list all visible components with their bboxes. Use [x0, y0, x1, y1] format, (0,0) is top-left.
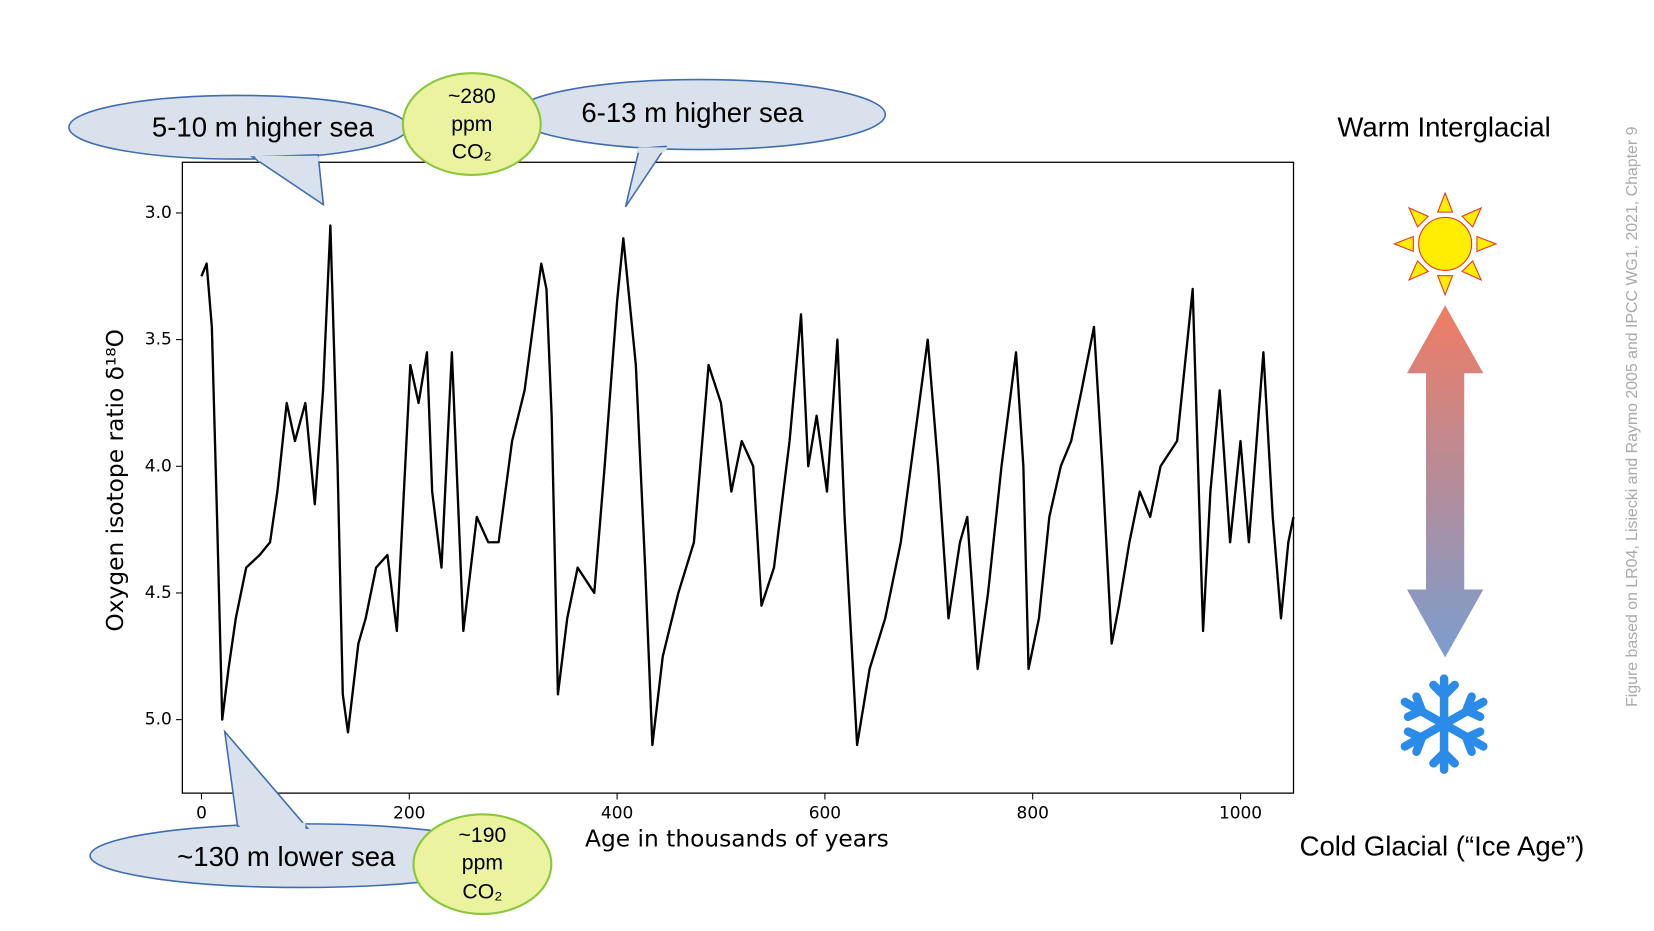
bubble-tail: [624, 145, 668, 208]
x-tick-label: 600: [809, 802, 841, 822]
snowflake-icon: [1400, 674, 1488, 775]
x-tick-label: 0: [196, 802, 207, 822]
y-axis-label: Oxygen isotope ratio δ¹⁸O: [102, 329, 129, 632]
y-tick-label: 3.5: [145, 329, 172, 349]
isotope-line: [200, 224, 1295, 747]
temperature-arrow: [1406, 305, 1484, 658]
warm-label: Warm Interglacial: [1337, 112, 1550, 143]
plot-frame: [181, 161, 1295, 794]
y-tick-label: 3.0: [145, 202, 172, 222]
bubble-tail: [223, 729, 310, 829]
y-tick-label: 5.0: [145, 709, 172, 729]
bubble-text: 6-13 m higher sea: [581, 97, 804, 128]
bubble-text: 5-10 m higher sea: [152, 112, 375, 143]
co2-text: ppm: [451, 113, 492, 136]
x-tick-label: 200: [393, 802, 425, 822]
co2-text: CO₂: [452, 140, 492, 163]
sun-icon: [1392, 191, 1498, 297]
x-tick-label: 1000: [1219, 802, 1262, 822]
co2-text: CO₂: [462, 880, 502, 903]
x-tick-label: 400: [601, 802, 633, 822]
tail-covers: [239, 147, 668, 830]
bubbles: [68, 78, 887, 889]
y-tick-label: 4.0: [145, 455, 172, 475]
bubble-tail: [249, 154, 325, 207]
plot-area: 0 200 400 600 800 1000 3.0 3.5 4.0 4.5 5.0: [145, 202, 1295, 822]
co2-text: ~190: [459, 824, 507, 847]
co2-text: ppm: [462, 852, 503, 875]
co2-text: ~280: [448, 85, 496, 108]
source-note: Figure based on LR04, Lisiecki and Raymo…: [1624, 126, 1641, 706]
y-tick-label: 4.5: [145, 582, 172, 602]
x-tick-label: 800: [1017, 802, 1049, 822]
cold-label: Cold Glacial (“Ice Age”): [1300, 831, 1585, 862]
co2-circle: [412, 813, 553, 916]
x-axis-label: Age in thousands of years: [585, 825, 889, 852]
bubble-text: ~130 m lower sea: [177, 841, 396, 872]
co2-circle: [401, 72, 542, 177]
